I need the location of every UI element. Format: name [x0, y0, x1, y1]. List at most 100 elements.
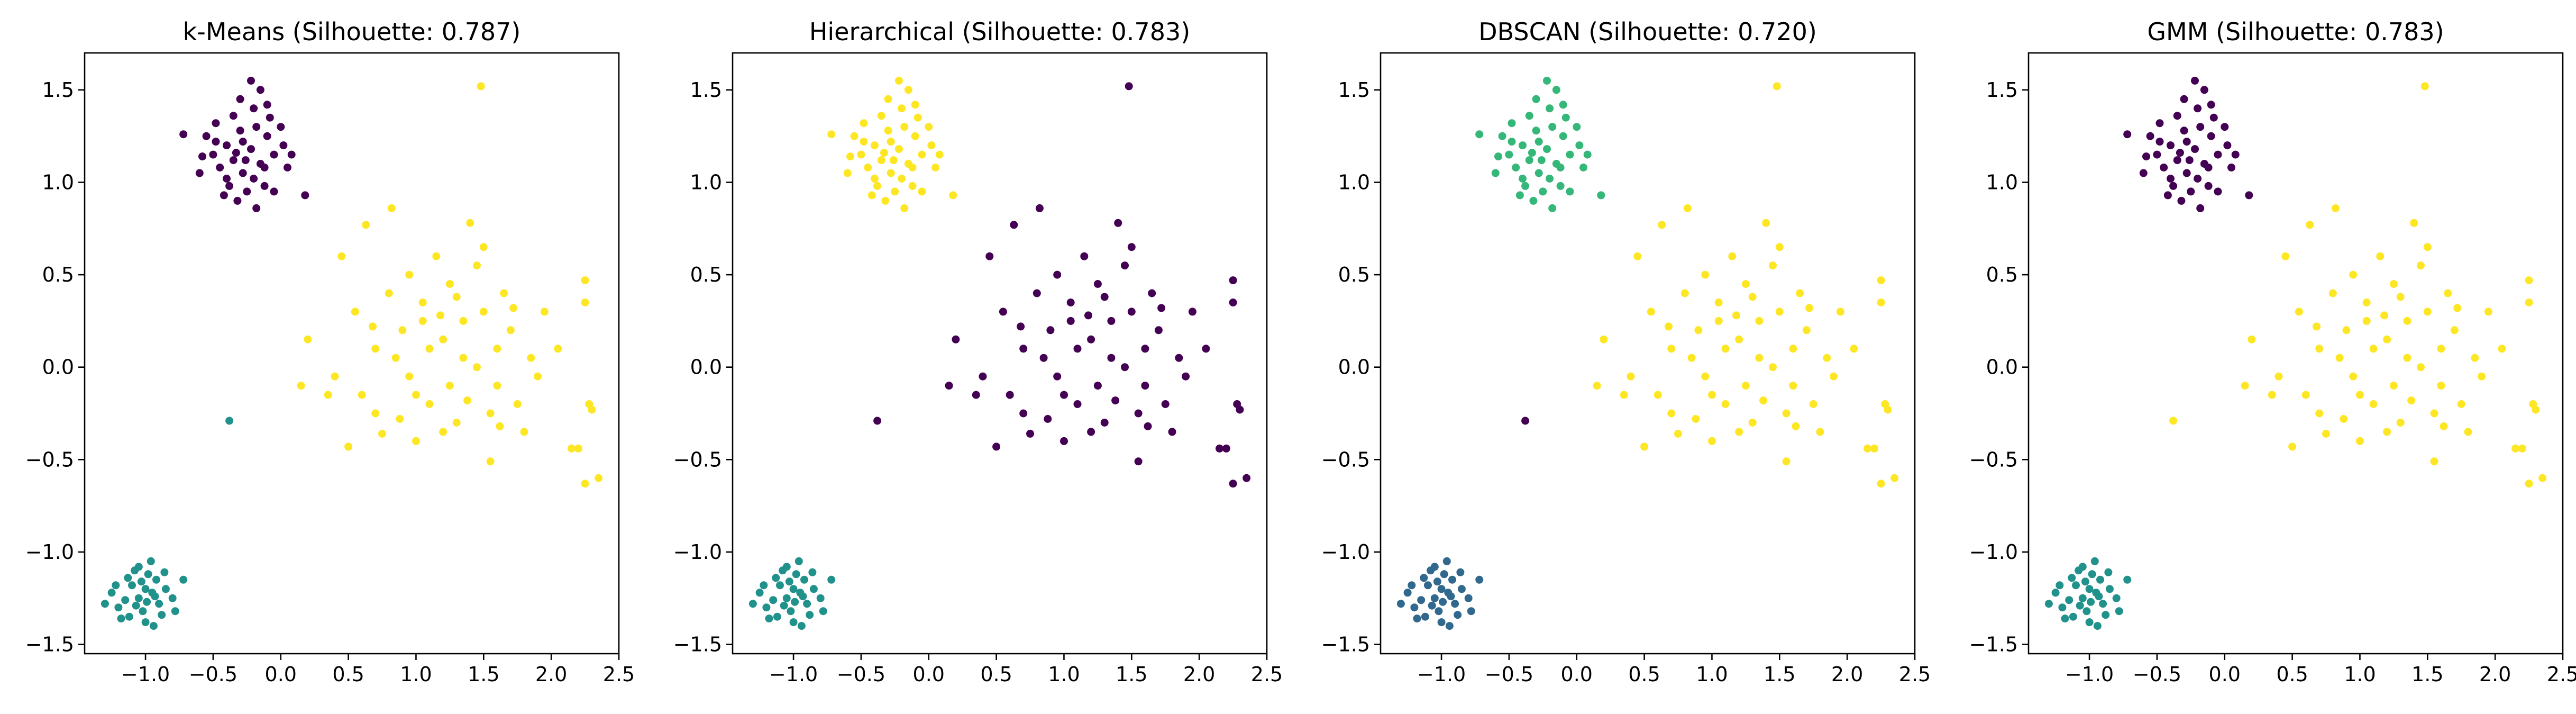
data-point: [452, 293, 461, 301]
y-tick-label: −0.5: [673, 448, 722, 471]
data-point: [1202, 345, 1210, 353]
data-point: [1714, 317, 1723, 325]
data-point: [2389, 382, 2398, 390]
data-point: [1396, 600, 1405, 608]
data-point: [1046, 326, 1055, 335]
data-point: [477, 82, 485, 91]
data-point: [1475, 575, 1484, 584]
x-tick-label: 2.5: [2547, 663, 2576, 686]
data-point: [1573, 123, 1581, 131]
data-point: [2102, 611, 2110, 619]
data-point: [2139, 169, 2148, 177]
data-point: [160, 568, 169, 576]
data-point: [1093, 382, 1102, 390]
data-point: [581, 299, 589, 306]
data-point: [2227, 164, 2235, 171]
data-point: [344, 442, 353, 451]
data-point: [1528, 149, 1536, 157]
data-point: [250, 104, 258, 113]
data-point: [445, 280, 454, 288]
data-point: [2076, 601, 2084, 610]
data-point: [147, 557, 155, 565]
scatter-points: [748, 76, 1251, 630]
data-point: [223, 175, 231, 183]
y-tick-label: −1.0: [1321, 540, 1370, 564]
data-point: [1529, 196, 1538, 205]
data-point: [797, 622, 806, 630]
data-point: [1491, 169, 1500, 177]
data-point: [2182, 169, 2191, 177]
data-point: [1667, 409, 1676, 418]
data-point: [473, 261, 481, 270]
y-tick-label: 0.5: [1986, 263, 2018, 286]
data-point: [212, 119, 220, 128]
data-point: [2096, 575, 2104, 584]
scatter-points: [1396, 76, 1899, 630]
data-point: [2525, 299, 2533, 306]
data-point: [772, 574, 780, 582]
data-point: [2105, 585, 2114, 593]
data-point: [229, 112, 237, 120]
data-point: [2221, 123, 2229, 131]
data-point: [762, 603, 771, 612]
data-point: [247, 145, 255, 153]
data-point: [179, 130, 188, 139]
data-point: [1870, 444, 1878, 453]
x-tick-label: 2.5: [603, 663, 635, 686]
data-point: [1519, 175, 1527, 183]
data-point: [1216, 444, 1223, 453]
data-point: [787, 607, 795, 616]
data-point: [151, 592, 159, 601]
data-point: [225, 417, 234, 425]
data-point: [2069, 612, 2077, 621]
data-point: [463, 396, 472, 405]
data-point: [216, 164, 224, 171]
data-point: [2248, 335, 2256, 344]
data-point: [1633, 252, 1642, 260]
x-tick-label: 1.0: [2344, 663, 2376, 686]
data-point: [1640, 442, 1649, 451]
data-point: [785, 577, 793, 586]
data-point: [1775, 243, 1784, 251]
data-point: [2155, 119, 2164, 128]
data-point: [2082, 607, 2091, 616]
x-tick-label: 2.0: [535, 663, 567, 686]
data-point: [1539, 187, 1547, 196]
subplot-title: GMM (Silhouette: 0.783): [2147, 17, 2444, 46]
data-point: [2204, 182, 2213, 190]
data-point: [935, 150, 944, 159]
data-point: [2231, 150, 2240, 159]
data-point: [2087, 598, 2095, 606]
y-tick-label: 1.0: [690, 170, 722, 194]
x-tick-label: 0.0: [1561, 663, 1593, 686]
data-point: [1816, 428, 1824, 436]
data-point: [2369, 345, 2378, 353]
axes-frame: [1380, 52, 1916, 655]
data-point: [2207, 132, 2215, 140]
data-point: [1456, 568, 1465, 576]
data-point: [1877, 276, 1885, 285]
subplot-4: GMM (Silhouette: 0.783) −1.0 −0.5 0.0 0.5 1.0…: [1969, 17, 2576, 686]
data-point: [1437, 618, 1446, 627]
data-point: [1748, 419, 1757, 427]
data-point: [412, 391, 420, 399]
data-point: [1680, 289, 1689, 297]
data-point: [202, 132, 211, 140]
data-point: [263, 132, 271, 140]
data-point: [1850, 345, 1858, 353]
data-point: [1823, 354, 1831, 362]
data-point: [979, 372, 987, 381]
data-point: [857, 150, 865, 159]
data-point: [2389, 280, 2398, 288]
data-point: [2167, 141, 2175, 150]
data-point: [2051, 589, 2060, 597]
data-point: [2169, 182, 2178, 190]
data-point: [808, 568, 817, 576]
data-point: [141, 618, 150, 627]
y-tick-label: −0.5: [1969, 448, 2018, 471]
data-point: [1583, 150, 1592, 159]
data-point: [1741, 280, 1750, 288]
data-point: [1141, 382, 1149, 390]
data-point: [1006, 391, 1014, 399]
data-point: [1019, 345, 1028, 353]
